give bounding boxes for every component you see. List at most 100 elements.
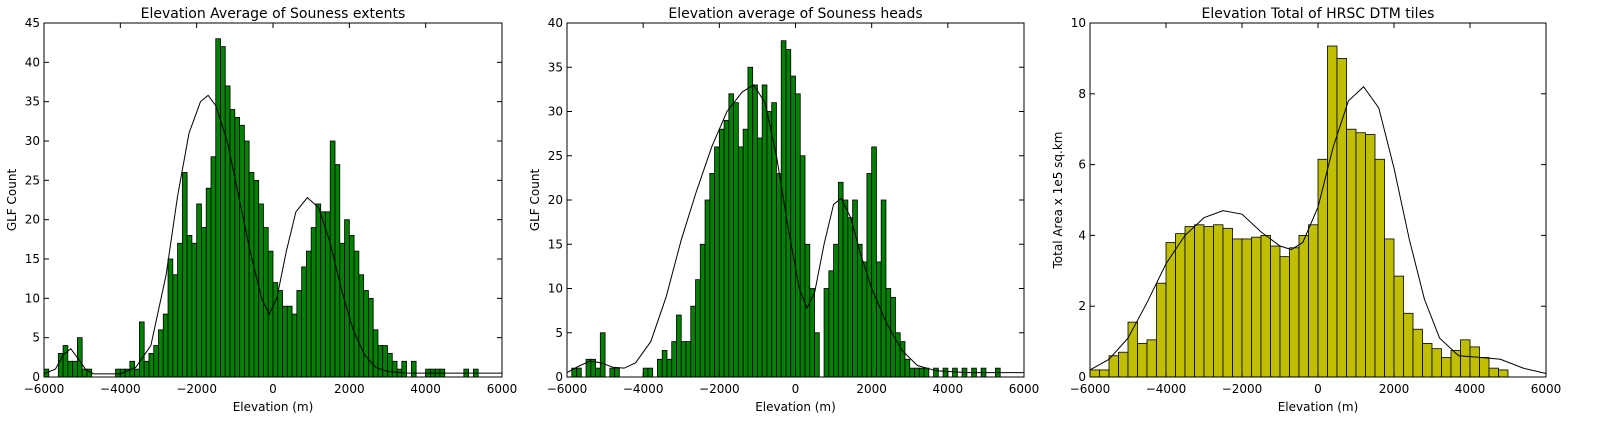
histogram-bar [305, 250, 312, 378]
histogram-bar [62, 345, 69, 378]
fit-curve [566, 84, 1024, 374]
histogram-bar [1384, 238, 1395, 378]
histogram-bar [224, 85, 231, 378]
histogram-bar [387, 352, 393, 378]
histogram-bar [186, 234, 193, 378]
histogram-bar [609, 367, 616, 378]
histogram-bar [828, 270, 834, 378]
chart-title: Elevation Total of HRSC DTM tiles [1202, 6, 1435, 22]
x-tick-label: 2000 [1379, 382, 1410, 396]
x-tick-label: 2000 [856, 382, 887, 396]
histogram-bar [339, 242, 345, 378]
histogram-bar [148, 352, 155, 378]
histogram-bar [733, 102, 739, 378]
histogram-bar [718, 128, 725, 378]
y-tick-label: 15 [548, 237, 563, 251]
histogram-bar [1203, 226, 1214, 378]
histogram-bar [301, 266, 307, 378]
histogram-bar [286, 305, 293, 378]
histogram-bar [737, 146, 744, 378]
histogram-bar [205, 187, 212, 378]
histogram-bar [1308, 224, 1319, 378]
histogram-bar [115, 368, 121, 378]
histogram-bar [856, 243, 863, 378]
histogram-bar [823, 288, 830, 378]
histogram-bar [143, 360, 150, 378]
x-tick-label: 0 [1314, 382, 1322, 396]
histogram-bar [229, 109, 236, 378]
chart-title: Elevation average of Souness heads [668, 6, 922, 22]
x-tick-label: 6000 [1009, 382, 1040, 396]
histogram-bar [77, 337, 83, 378]
histogram-bar [714, 146, 720, 378]
histogram-bar [1327, 45, 1338, 378]
histogram-bar [728, 93, 735, 378]
histogram-bar [196, 203, 202, 378]
histogram-bar [320, 211, 326, 378]
x-tick-label: −4000 [1146, 382, 1187, 396]
histogram-bar [666, 358, 673, 378]
histogram-bar [134, 368, 140, 378]
histogram-bar [742, 128, 749, 378]
histogram-bar [761, 84, 768, 378]
x-tick-label: −4000 [623, 382, 664, 396]
y-tick-label: 2 [1078, 299, 1086, 313]
y-tick-label: 10 [25, 291, 40, 305]
histogram-bar [1127, 321, 1138, 378]
histogram-bar [595, 367, 601, 378]
histogram-bar [1498, 369, 1509, 378]
histogram-bar [909, 367, 915, 378]
histogram-bar [1146, 339, 1157, 378]
histogram-bar [401, 360, 407, 378]
histogram-bar [647, 367, 654, 378]
x-tick-label: −2000 [699, 382, 740, 396]
x-tick-label: 0 [269, 382, 277, 396]
histogram-bar [1374, 158, 1385, 378]
histogram-bar [391, 360, 398, 378]
histogram-bar [1241, 238, 1252, 378]
histogram-bar [1165, 242, 1176, 378]
histogram-bar [576, 367, 582, 378]
histogram-bar [1289, 247, 1300, 378]
histogram-bar [747, 66, 754, 378]
histogram-bar [1317, 158, 1328, 378]
histogram-bar [1108, 355, 1119, 378]
histogram-bar [1431, 348, 1442, 378]
x-axis-label: Elevation (m) [233, 400, 314, 414]
histogram-bar [1422, 342, 1433, 378]
y-tick-label: 4 [1078, 228, 1086, 242]
histogram-bar [1412, 328, 1423, 378]
histogram-bar [814, 332, 820, 378]
chart-title: Elevation Average of Souness extents [141, 6, 406, 22]
histogram-bar [1194, 224, 1205, 378]
y-tick-label: 8 [1078, 87, 1086, 101]
y-tick-label: 30 [548, 105, 563, 119]
histogram-bar [368, 297, 374, 378]
y-tick-label: 0 [555, 370, 563, 384]
x-axis-label: Elevation (m) [755, 400, 836, 414]
y-tick-label: 10 [548, 282, 563, 296]
histogram-bar [167, 258, 174, 378]
histogram-bar [191, 242, 198, 378]
histogram-bar [695, 279, 701, 378]
histogram-bar [723, 119, 730, 378]
histogram-bar [876, 261, 882, 378]
histogram-bar [885, 288, 892, 378]
y-tick-label: 35 [25, 95, 40, 109]
histogram-bar [676, 314, 682, 378]
histogram-bar [353, 250, 360, 378]
y-axis-label: GLF Count [528, 169, 542, 232]
histogram-bar [757, 137, 763, 378]
histogram-bar [804, 243, 811, 378]
x-tick-label: −2000 [1222, 382, 1263, 396]
histogram-bar [842, 199, 849, 378]
chart-panel-2: −6000 −4000 −2000 0 2000 4000 6000 0 5 10 15 20 25 30… [528, 6, 1039, 414]
histogram-bar [315, 203, 322, 378]
histogram-bar [918, 367, 925, 378]
histogram-bar [661, 350, 668, 378]
histogram-bar [1137, 342, 1148, 378]
chart-panel-1: −6000 −4000 −2000 0 2000 4000 6000 0 5 10 15 20 25 30… [5, 6, 517, 414]
fit-curve [43, 94, 502, 375]
y-tick-label: 25 [25, 173, 40, 187]
